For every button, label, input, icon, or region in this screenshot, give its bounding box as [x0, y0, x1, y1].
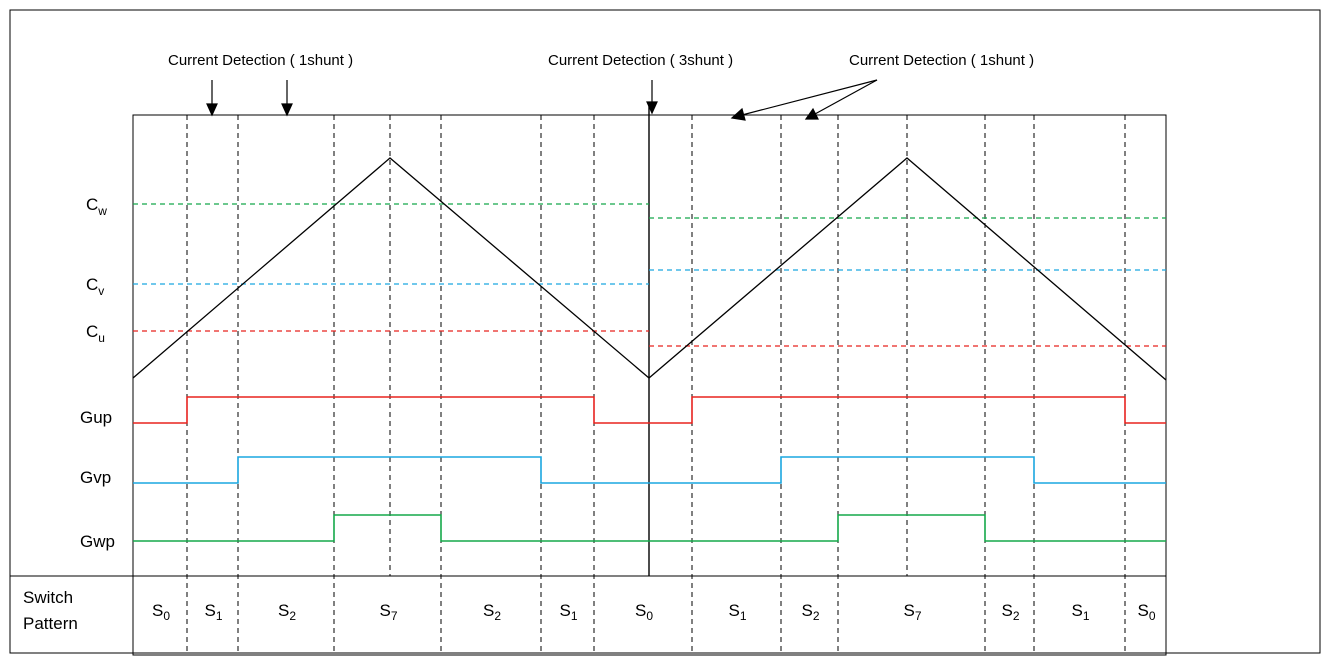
switch-cell-label: S2: [278, 601, 296, 623]
switch-cell-label: S1: [205, 601, 223, 623]
switch-cell-label: S2: [802, 601, 820, 623]
switch-cell-label: S2: [483, 601, 501, 623]
label-gup: Gup: [80, 408, 112, 427]
switch-cell-label: S0: [152, 601, 170, 623]
triangle-carrier: [132, 157, 1167, 381]
annotation-left: Current Detection ( 1shunt ): [168, 52, 353, 69]
label-gwp: Gwp: [80, 532, 115, 551]
annotation-center: Current Detection ( 3shunt ): [548, 52, 733, 69]
switch-pattern-cells: S0 S1 S2 S7 S2 S1 S0 S1 S2 S7 S2 S1 S0: [152, 601, 1156, 623]
label-cv: Cv: [86, 275, 104, 298]
switch-boundaries: [186, 115, 1126, 655]
outer-frame: [9, 9, 1321, 654]
switch-cell-label: S7: [904, 601, 922, 623]
compare-level-u: [133, 330, 1166, 347]
annotation-right: Current Detection ( 1shunt ): [849, 52, 1034, 69]
switch-pattern-label-line2: Pattern: [23, 614, 78, 633]
switch-cell-label: S1: [560, 601, 578, 623]
detection-arrows: [206, 79, 878, 121]
switch-cell-label: S2: [1002, 601, 1020, 623]
label-cu: Cu: [86, 322, 105, 345]
switch-cell-label: S7: [380, 601, 398, 623]
label-gvp: Gvp: [80, 468, 111, 487]
switch-pattern-label-line1: Switch: [23, 588, 73, 607]
label-cw: Cw: [86, 195, 107, 218]
compare-level-v: [133, 269, 1166, 285]
switch-cell-label: S0: [1138, 601, 1156, 623]
gwp-waveform: [133, 514, 1166, 542]
switch-cell-label: S1: [729, 601, 747, 623]
compare-level-w: [133, 203, 1166, 219]
switch-cell-label: S0: [635, 601, 653, 623]
gvp-waveform: [133, 456, 1166, 484]
gup-waveform: [133, 396, 1166, 424]
switch-cell-label: S1: [1072, 601, 1090, 623]
